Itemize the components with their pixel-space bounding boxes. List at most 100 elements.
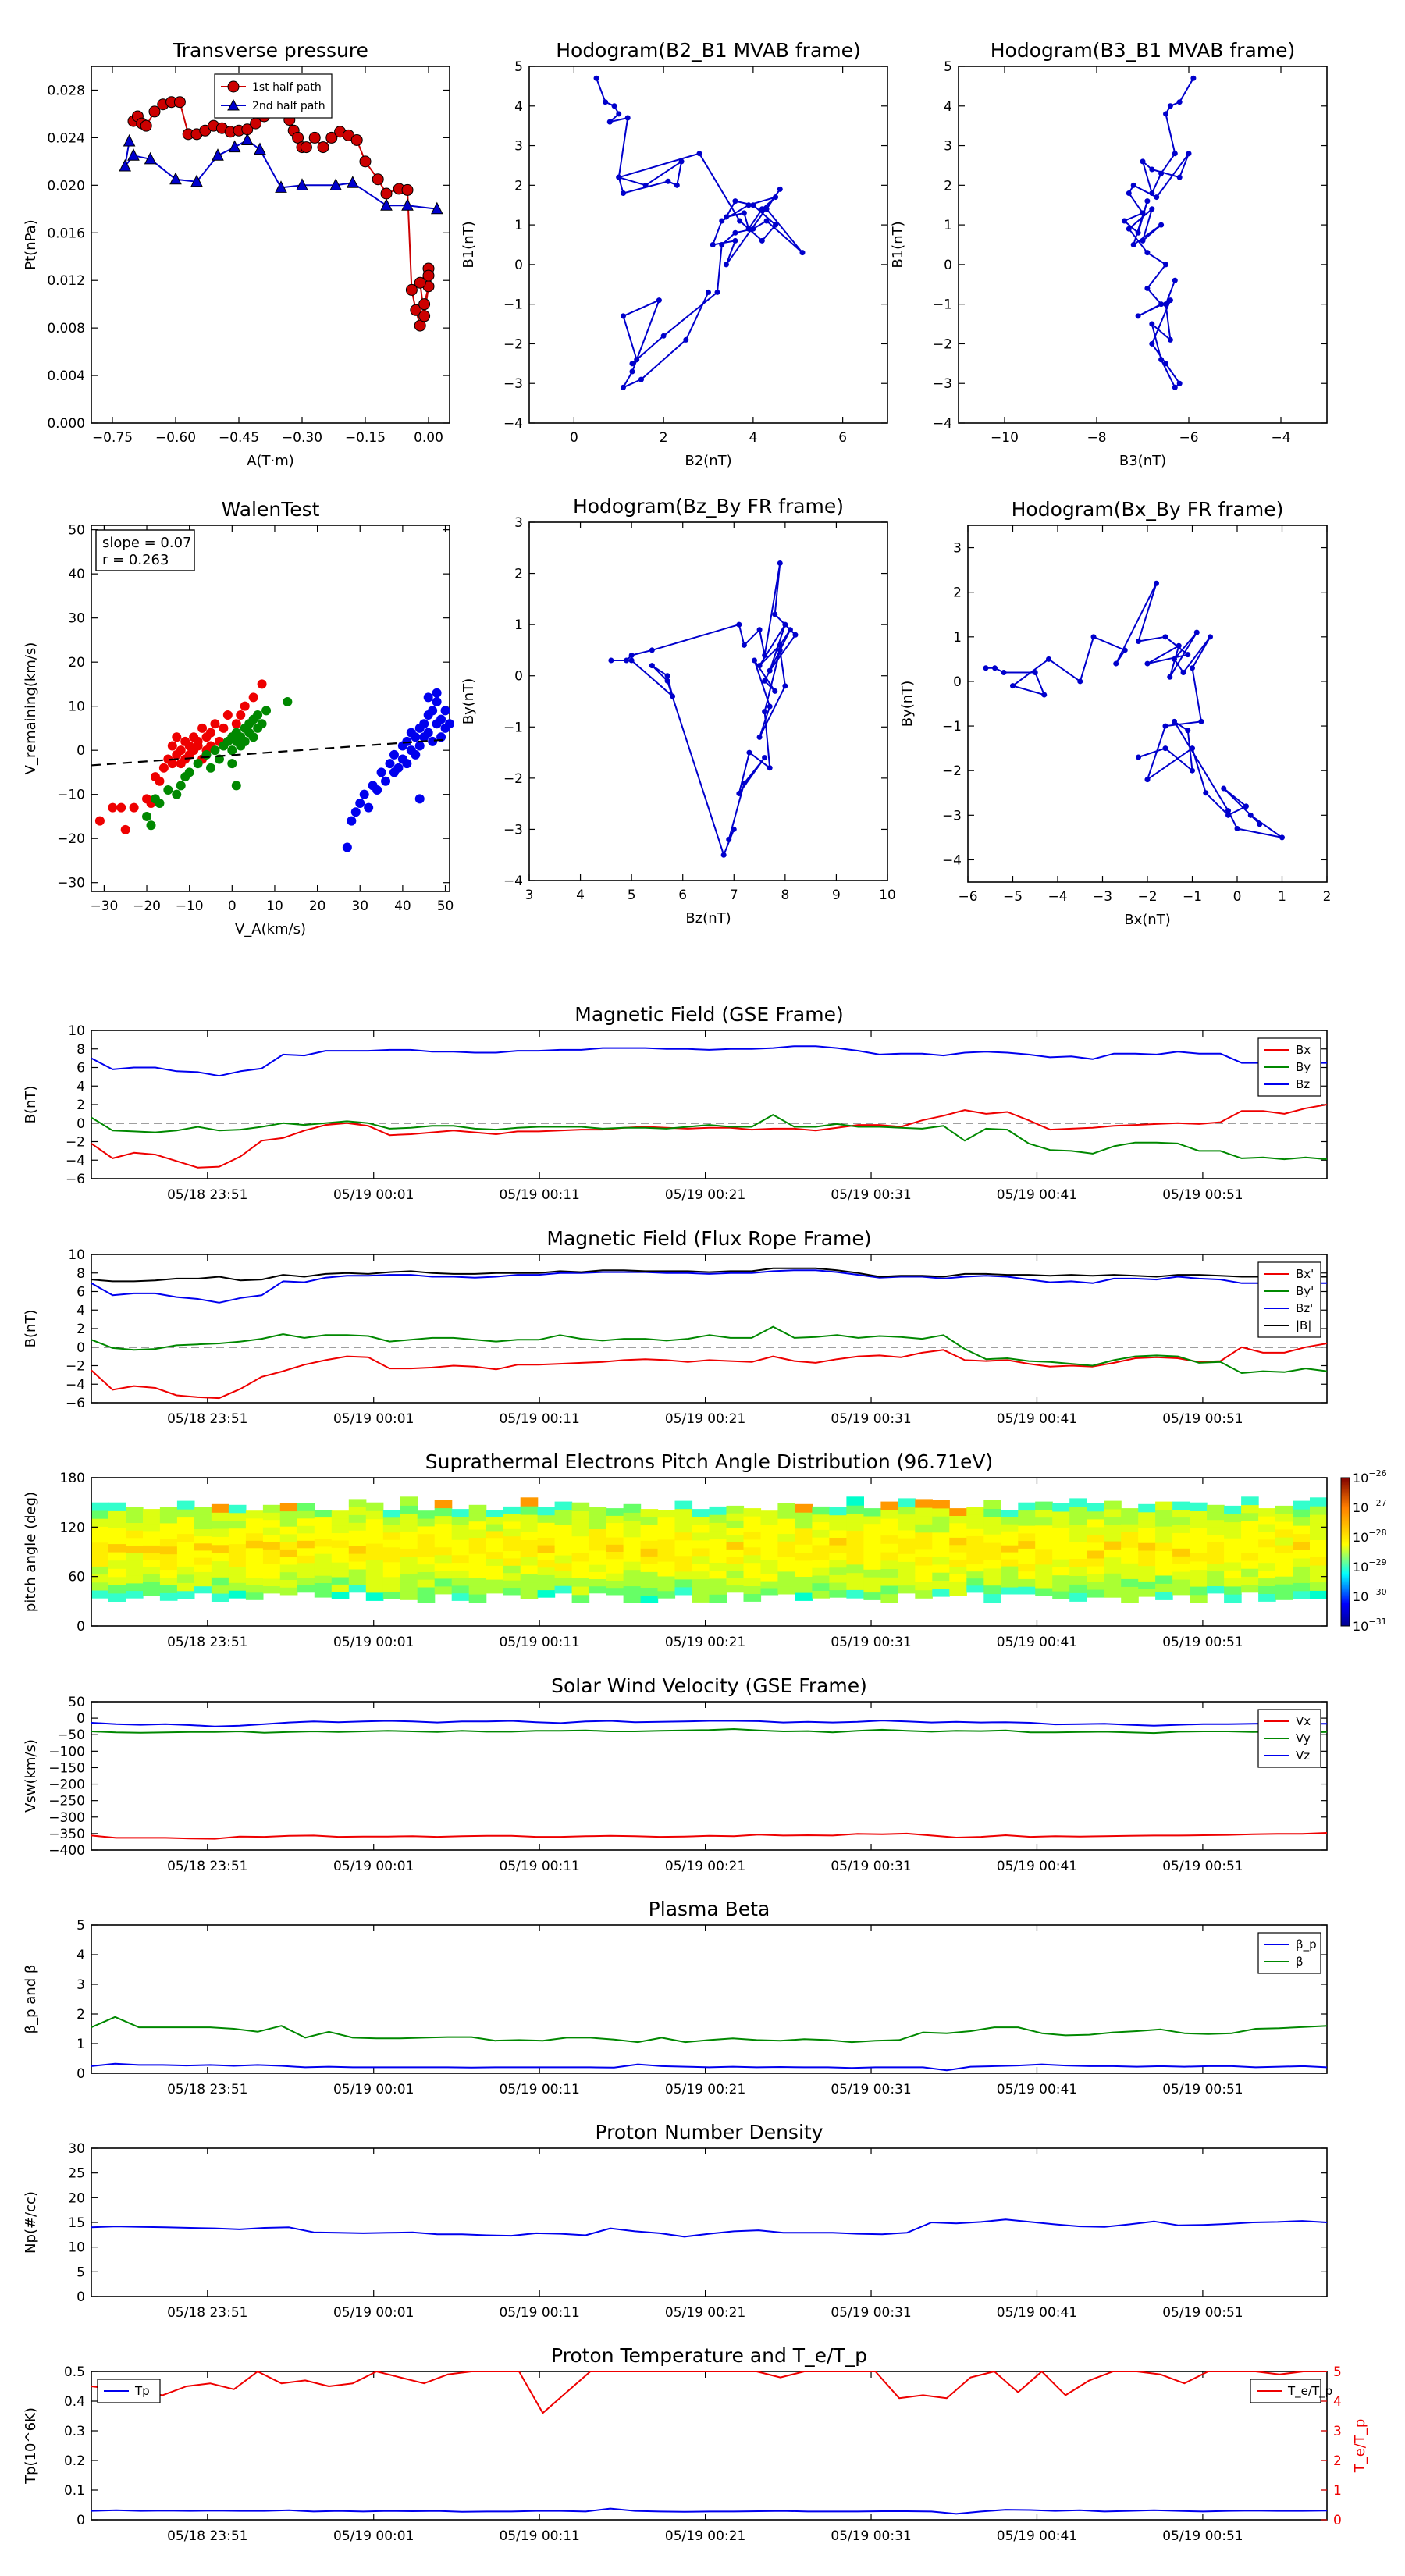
- heatmap-cell: [674, 1578, 693, 1588]
- x-tick-label: 50: [437, 898, 454, 914]
- data-point: [428, 706, 438, 716]
- x-tick-label: 0: [228, 898, 237, 914]
- chart-title: Proton Number Density: [596, 2121, 823, 2144]
- x-tick-label: −5: [1003, 889, 1023, 905]
- heatmap-cell: [984, 1585, 1001, 1595]
- data-point: [772, 688, 778, 694]
- heatmap-cell: [1258, 1531, 1276, 1540]
- data-point: [342, 842, 352, 852]
- heatmap-cell: [726, 1534, 745, 1542]
- heatmap-cell: [898, 1553, 916, 1562]
- data-point: [763, 218, 770, 224]
- heatmap-cell: [331, 1517, 350, 1526]
- y-tick-label: 180: [60, 1471, 85, 1486]
- data-point: [1144, 285, 1151, 291]
- data-point: [411, 749, 421, 760]
- heatmap-cell: [348, 1568, 367, 1578]
- heatmap-cell: [966, 1528, 984, 1536]
- data-point: [767, 765, 773, 771]
- heatmap-cell: [1104, 1508, 1122, 1517]
- data-point: [430, 201, 443, 215]
- heatmap-cell: [726, 1578, 745, 1586]
- heatmap-cell: [692, 1586, 710, 1595]
- heatmap-cell: [554, 1524, 573, 1533]
- heatmap-cell: [1172, 1532, 1190, 1541]
- data-point: [148, 105, 161, 118]
- heatmap-cell: [880, 1518, 898, 1528]
- data-point: [380, 198, 393, 211]
- heatmap-cell: [709, 1570, 727, 1579]
- data-point: [359, 155, 372, 168]
- heatmap-cell: [1275, 1584, 1293, 1592]
- x-tick-label: 05/19 00:01: [333, 2082, 414, 2097]
- y-tick-label: 10: [68, 1023, 85, 1039]
- heatmap-cell: [812, 1506, 830, 1515]
- heatmap-cell: [486, 1572, 504, 1580]
- heatmap-cell: [846, 1572, 864, 1582]
- heatmap-cell: [915, 1524, 933, 1533]
- heatmap-cell: [1258, 1585, 1276, 1594]
- heatmap-cell: [863, 1576, 881, 1585]
- x-tick-label: 05/19 00:51: [1162, 1187, 1243, 1203]
- heatmap-cell: [949, 1537, 967, 1546]
- series-line: [91, 1343, 1328, 1400]
- heatmap-cell: [211, 1577, 229, 1586]
- heatmap-cell: [709, 1530, 727, 1539]
- y-tick-label: 0.4: [64, 2394, 85, 2410]
- data-point: [731, 826, 737, 832]
- heatmap-cell: [1001, 1538, 1019, 1546]
- data-point: [741, 210, 747, 216]
- heatmap-cell: [1138, 1573, 1156, 1582]
- y-tick-label: 5: [76, 1918, 85, 1934]
- heatmap-cell: [1275, 1521, 1293, 1530]
- heatmap-cell: [1035, 1525, 1053, 1534]
- heatmap-cell: [743, 1554, 762, 1564]
- heatmap-cell: [468, 1578, 487, 1587]
- heatmap-cell: [1275, 1513, 1293, 1522]
- heatmap-cell: [1087, 1574, 1104, 1582]
- heatmap-cell: [795, 1576, 813, 1585]
- heatmap-cell: [262, 1512, 281, 1521]
- data-point: [767, 703, 773, 710]
- data-point: [1113, 660, 1119, 667]
- heatmap-cell: [674, 1539, 693, 1549]
- heatmap-cell: [143, 1509, 161, 1517]
- y-tick-label: −4: [933, 416, 952, 432]
- heatmap-cell: [314, 1517, 333, 1525]
- chart-time-series-10: Plasma Beta 0 1 2 3 4 5 05/18 23:51 05/19 00:01 0…: [23, 1898, 1328, 2097]
- heatmap-cell: [126, 1553, 144, 1561]
- series-line: [91, 2062, 1328, 2072]
- heatmap-cell: [606, 1580, 624, 1589]
- legend-label: Vx: [1296, 1714, 1311, 1728]
- heatmap-cell: [932, 1516, 950, 1525]
- heatmap-cell: [245, 1555, 264, 1564]
- data-point: [402, 736, 412, 746]
- data-point: [759, 206, 765, 212]
- heatmap-cell: [1138, 1550, 1156, 1559]
- y-tick-label: 1: [514, 617, 523, 633]
- data-point: [385, 759, 395, 769]
- heatmap-cell: [846, 1505, 864, 1514]
- heatmap-cell: [1018, 1532, 1036, 1542]
- heatmap-cell: [262, 1549, 281, 1557]
- data-point: [732, 237, 738, 244]
- heatmap-cell: [365, 1559, 384, 1568]
- x-tick-label: −1: [1183, 889, 1202, 905]
- heatmap-cell: [743, 1578, 762, 1586]
- data-point: [629, 361, 635, 367]
- heatmap-cell: [91, 1566, 109, 1575]
- x-tick-label: 30: [351, 898, 368, 914]
- heatmap-cell: [348, 1576, 367, 1585]
- heatmap-cell: [709, 1506, 727, 1515]
- heatmap-cell: [1155, 1534, 1173, 1543]
- heatmap-cell: [194, 1564, 212, 1572]
- data-point: [1279, 834, 1285, 841]
- data-point: [402, 759, 412, 769]
- heatmap-cell: [623, 1512, 642, 1521]
- heatmap-cell: [143, 1530, 161, 1539]
- heatmap-cell: [898, 1521, 916, 1531]
- data-point: [381, 776, 391, 786]
- heatmap-cell: [674, 1547, 693, 1557]
- heatmap-cell: [1001, 1579, 1019, 1588]
- data-point: [240, 736, 250, 746]
